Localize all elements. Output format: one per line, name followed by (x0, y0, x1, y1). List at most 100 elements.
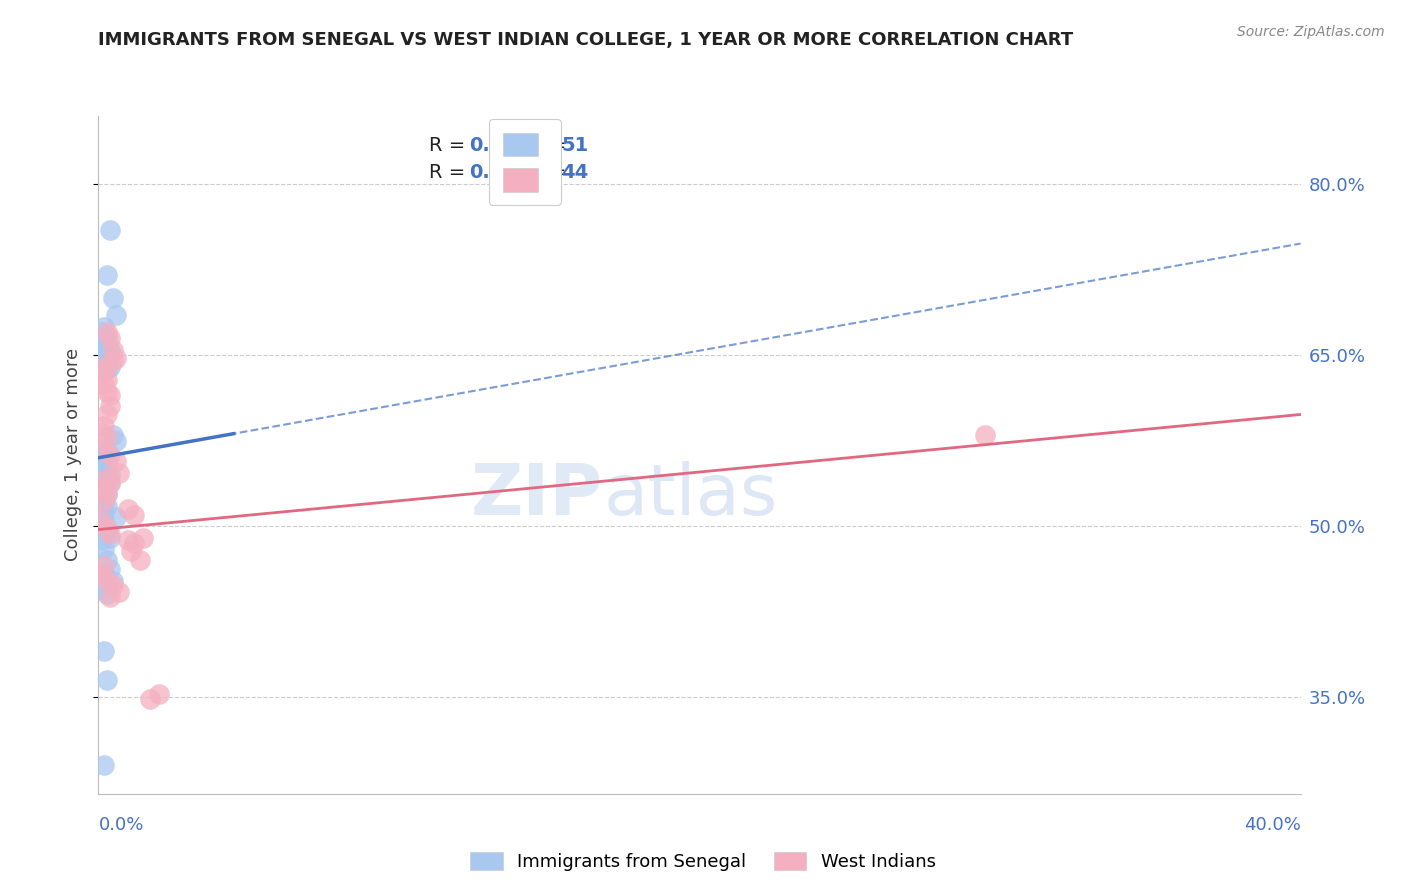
Point (90, 365, 112, 379)
Text: atlas: atlas (603, 461, 778, 530)
Point (100, 343, 122, 357)
Point (103, 578, 125, 592)
Text: 0.0%: 0.0% (98, 816, 143, 834)
Point (100, 475, 122, 490)
Point (96, 574, 118, 588)
Point (105, 454, 128, 468)
Point (103, 428, 125, 442)
Point (148, 687, 170, 701)
Point (96, 587, 118, 601)
Point (93, 442, 115, 456)
Point (100, 388, 122, 402)
Point (96, 471, 118, 485)
Point (90, 513, 112, 527)
Point (90, 351, 112, 365)
Point (93, 559, 115, 574)
Point (100, 467, 122, 482)
Text: 0.044: 0.044 (468, 136, 530, 155)
Point (90, 344, 112, 359)
Point (90, 533, 112, 547)
Point (96, 373, 118, 387)
Point (90, 326, 112, 340)
Point (100, 359, 122, 374)
Point (90, 485, 112, 500)
Point (93, 336, 115, 351)
Point (117, 533, 139, 547)
Point (93, 541, 115, 556)
Point (93, 450, 115, 465)
Point (90, 458, 112, 473)
Point (124, 508, 146, 522)
Point (100, 475, 122, 490)
Point (93, 644, 115, 658)
Point (96, 487, 118, 501)
Point (96, 445, 118, 459)
Point (96, 354, 118, 368)
Point (96, 474, 118, 488)
Point (129, 553, 152, 567)
Legend: , : , (489, 119, 561, 205)
Text: 0.135: 0.135 (468, 163, 530, 182)
Point (124, 536, 146, 550)
Point (105, 434, 128, 448)
Point (93, 356, 115, 370)
Point (100, 223, 122, 237)
Point (93, 348, 115, 362)
Point (96, 268, 118, 283)
Point (93, 482, 115, 496)
Text: R =: R = (429, 136, 471, 155)
Point (90, 566, 112, 581)
Point (93, 365, 115, 379)
Text: N =: N = (529, 163, 572, 182)
Point (90, 425, 112, 440)
Point (105, 309, 128, 323)
Text: IMMIGRANTS FROM SENEGAL VS WEST INDIAN COLLEGE, 1 YEAR OR MORE CORRELATION CHART: IMMIGRANTS FROM SENEGAL VS WEST INDIAN C… (98, 31, 1074, 49)
Point (100, 331, 122, 345)
Point (100, 590, 122, 604)
Point (90, 519, 112, 533)
Legend: Immigrants from Senegal, West Indians: Immigrants from Senegal, West Indians (463, 845, 943, 879)
Point (96, 521, 118, 535)
Point (96, 331, 118, 345)
Point (132, 531, 155, 545)
Point (93, 513, 115, 527)
Point (93, 465, 115, 479)
Point (93, 479, 115, 493)
Text: R =: R = (429, 163, 471, 182)
Point (100, 527, 122, 541)
Point (96, 326, 118, 340)
Point (96, 524, 118, 539)
Point (96, 487, 118, 501)
Point (93, 566, 115, 581)
Text: 44: 44 (561, 163, 589, 182)
Point (103, 343, 125, 357)
Point (90, 359, 112, 374)
Point (96, 362, 118, 376)
Text: 40.0%: 40.0% (1244, 816, 1301, 834)
Y-axis label: College, 1 year or more: College, 1 year or more (65, 349, 83, 561)
Text: 51: 51 (561, 136, 589, 155)
Point (100, 449, 122, 463)
Point (96, 457, 118, 471)
Point (96, 499, 118, 513)
Point (100, 562, 122, 576)
Point (93, 506, 115, 520)
Point (93, 494, 115, 508)
Point (103, 354, 125, 368)
Point (93, 418, 115, 433)
Point (96, 384, 118, 399)
Point (103, 291, 125, 305)
Point (96, 553, 118, 567)
Text: N =: N = (529, 136, 572, 155)
Point (93, 758, 115, 772)
Point (121, 544, 143, 558)
Point (105, 510, 128, 524)
Point (108, 585, 131, 599)
Point (105, 351, 128, 365)
Point (96, 673, 118, 687)
Point (96, 408, 118, 422)
Point (93, 442, 115, 456)
Point (103, 574, 125, 588)
Point (93, 494, 115, 508)
Point (93, 319, 115, 334)
